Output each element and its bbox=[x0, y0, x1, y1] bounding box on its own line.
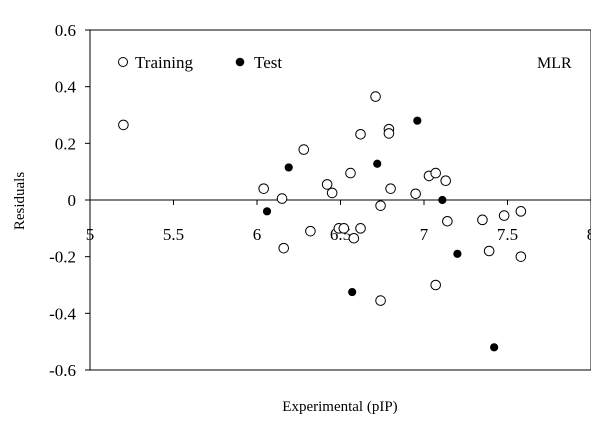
test-point bbox=[438, 195, 447, 205]
training-point bbox=[258, 183, 269, 194]
legend-training-label: Training bbox=[135, 53, 193, 72]
training-point bbox=[383, 128, 395, 139]
training-point bbox=[326, 187, 338, 199]
test-point bbox=[284, 163, 293, 172]
y-tick-label: -0.4 bbox=[49, 304, 76, 323]
training-point bbox=[483, 245, 495, 257]
x-tick-label: 6 bbox=[253, 225, 262, 244]
legend-test-label: Test bbox=[254, 53, 282, 72]
legend-test-marker bbox=[235, 57, 245, 67]
y-tick-label: 0.2 bbox=[55, 134, 76, 153]
x-tick-label: 5.5 bbox=[163, 225, 184, 244]
test-point bbox=[413, 116, 422, 125]
x-tick-label: 8 bbox=[587, 225, 591, 244]
x-tick-label: 7 bbox=[420, 225, 429, 244]
training-point bbox=[385, 183, 396, 194]
training-point bbox=[370, 91, 381, 102]
test-point bbox=[262, 207, 272, 216]
training-point bbox=[118, 119, 129, 131]
training-point bbox=[515, 206, 527, 217]
training-point bbox=[477, 214, 488, 226]
training-point bbox=[348, 232, 360, 244]
y-tick-label: 0 bbox=[68, 191, 77, 210]
x-tick-label: 5 bbox=[86, 225, 95, 244]
training-point bbox=[375, 295, 386, 306]
training-point bbox=[355, 128, 366, 140]
data-points bbox=[118, 91, 527, 352]
test-point bbox=[490, 343, 499, 352]
test-point bbox=[373, 159, 382, 168]
training-point bbox=[355, 223, 366, 234]
x-axis: 5 5.5 6 6.5 7 7.5 8 bbox=[86, 200, 591, 244]
test-point bbox=[453, 249, 462, 258]
y-tick-label: -0.6 bbox=[49, 361, 76, 380]
x-axis-title: Experimental (pIP) bbox=[282, 399, 397, 415]
test-point bbox=[348, 287, 357, 297]
model-label: MLR bbox=[537, 55, 572, 72]
legend-training-marker bbox=[118, 57, 128, 67]
training-point bbox=[375, 200, 386, 211]
training-point bbox=[442, 215, 453, 227]
training-point bbox=[321, 179, 333, 190]
y-tick-label: 0.6 bbox=[55, 21, 76, 40]
y-tick-label: 0.4 bbox=[55, 78, 77, 97]
training-point bbox=[440, 175, 452, 187]
training-point bbox=[498, 210, 510, 221]
training-point bbox=[410, 188, 421, 200]
training-point bbox=[298, 144, 310, 155]
y-axis-title: Residuals bbox=[12, 172, 28, 230]
x-tick-label: 7.5 bbox=[497, 225, 518, 244]
training-point bbox=[515, 251, 527, 262]
training-point bbox=[278, 242, 290, 254]
training-point bbox=[430, 279, 441, 291]
legend: Training Test bbox=[118, 53, 282, 72]
training-point bbox=[430, 167, 441, 179]
training-point bbox=[345, 167, 356, 179]
training-point bbox=[276, 193, 288, 204]
y-axis: 0.6 0.4 0.2 0 -0.2 -0.4 -0.6 bbox=[49, 21, 90, 380]
training-point bbox=[338, 223, 350, 234]
training-point bbox=[305, 225, 316, 237]
y-tick-label: -0.2 bbox=[49, 248, 76, 267]
